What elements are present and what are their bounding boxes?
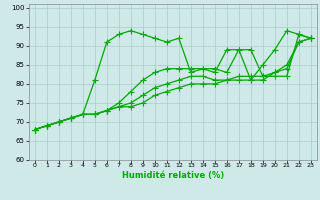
- X-axis label: Humidité relative (%): Humidité relative (%): [122, 171, 224, 180]
